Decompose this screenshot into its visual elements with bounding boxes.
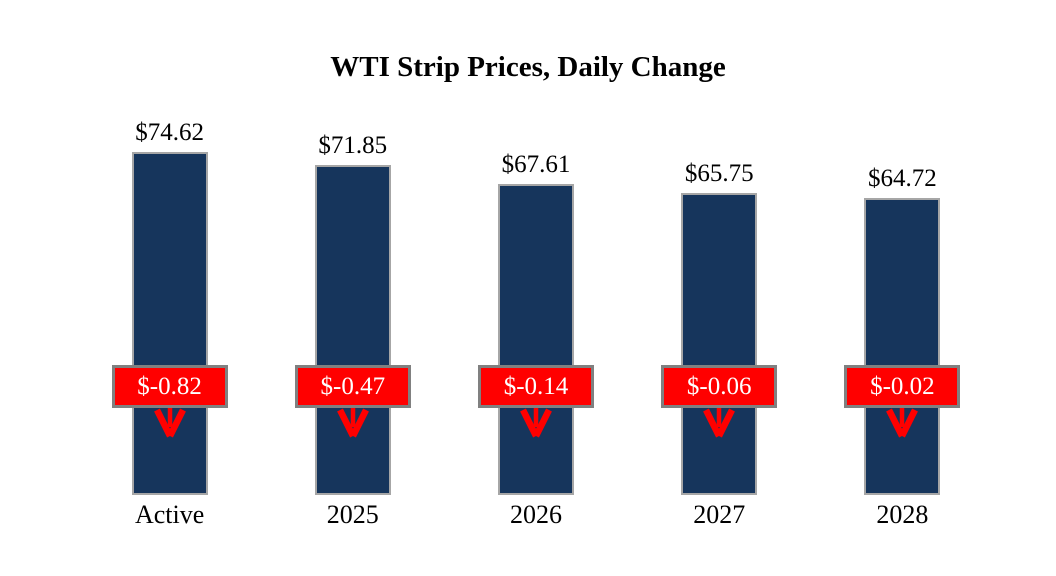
bar-value-label: $65.75: [684, 160, 754, 187]
plot-area: $74.62 $-0.82 Active $71.85 $-0.47 2025: [78, 0, 994, 576]
bar-value-label: $67.61: [501, 151, 571, 178]
category-label: 2025: [326, 500, 379, 529]
daily-change-badge: $-0.06: [661, 365, 778, 408]
down-arrow-icon: [336, 408, 369, 438]
price-bar: [864, 198, 941, 495]
daily-change-badge: $-0.14: [478, 365, 594, 408]
daily-change-badge: $-0.82: [111, 365, 228, 408]
daily-change-badge: $-0.47: [294, 365, 411, 408]
price-bar: [498, 184, 574, 495]
bar-value-label: $64.72: [868, 165, 937, 192]
down-arrow-icon: [520, 408, 552, 438]
bar-group-2026: $67.61 $-0.14 2026: [444, 0, 627, 576]
category-label: 2026: [510, 500, 562, 529]
category-label: 2028: [876, 500, 929, 529]
category-label: Active: [134, 500, 205, 529]
down-arrow-icon: [886, 408, 919, 438]
bar-group-active: $74.62 $-0.82 Active: [78, 0, 261, 576]
price-bar: [314, 165, 391, 495]
down-arrow-icon: [153, 408, 186, 438]
down-arrow-icon: [703, 408, 736, 438]
chart-title: WTI Strip Prices, Daily Change: [330, 51, 726, 83]
bar-group-2025: $71.85 $-0.47 2025: [261, 0, 444, 576]
bar-value-label: $74.62: [135, 119, 204, 146]
bar-group-2027: $65.75 $-0.06 2027: [628, 0, 811, 576]
daily-change-badge: $-0.02: [844, 365, 961, 408]
bar-group-2028: $64.72 $-0.02 2028: [811, 0, 994, 576]
bar-value-label: $71.85: [318, 132, 388, 159]
price-bar: [681, 193, 758, 495]
price-bar: [131, 152, 208, 495]
category-label: 2027: [693, 500, 746, 529]
